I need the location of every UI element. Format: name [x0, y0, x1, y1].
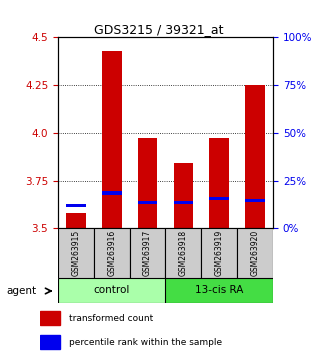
- Bar: [66, 204, 86, 207]
- Text: agent: agent: [7, 286, 37, 296]
- Bar: [94, 228, 130, 278]
- Bar: [138, 138, 158, 228]
- Bar: [102, 191, 121, 195]
- Bar: [210, 197, 229, 200]
- Bar: [173, 201, 193, 204]
- Bar: [58, 278, 166, 303]
- Bar: [173, 163, 193, 228]
- Text: percentile rank within the sample: percentile rank within the sample: [69, 338, 222, 347]
- Bar: [166, 278, 273, 303]
- Bar: [40, 311, 60, 325]
- Bar: [102, 51, 121, 228]
- Text: control: control: [94, 285, 130, 295]
- Bar: [130, 228, 166, 278]
- Bar: [166, 228, 201, 278]
- Text: GDS3215 / 39321_at: GDS3215 / 39321_at: [94, 23, 224, 36]
- Bar: [201, 228, 237, 278]
- Text: GSM263915: GSM263915: [71, 230, 80, 276]
- Bar: [138, 201, 158, 204]
- Bar: [66, 213, 86, 228]
- Bar: [58, 228, 94, 278]
- Bar: [245, 85, 265, 228]
- Bar: [210, 138, 229, 228]
- Text: GSM263919: GSM263919: [215, 230, 224, 276]
- Text: GSM263920: GSM263920: [251, 230, 260, 276]
- Bar: [40, 335, 60, 349]
- Text: GSM263916: GSM263916: [107, 230, 116, 276]
- Bar: [237, 228, 273, 278]
- Text: GSM263917: GSM263917: [143, 230, 152, 276]
- Text: 13-cis RA: 13-cis RA: [195, 285, 244, 295]
- Text: GSM263918: GSM263918: [179, 230, 188, 276]
- Text: transformed count: transformed count: [69, 314, 153, 322]
- Bar: [245, 199, 265, 202]
